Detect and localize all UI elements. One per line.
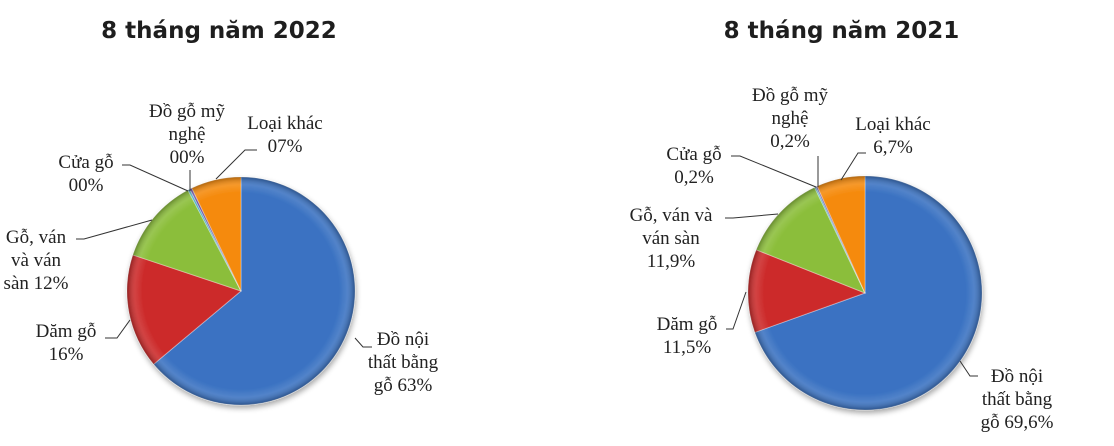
leader-lines: [725, 152, 978, 377]
label-wood-chips: Dăm gỗ 11,5%: [656, 314, 718, 358]
pie-bevel-shading: [127, 177, 355, 405]
label-handicraft: Đồ gỗ mỹ nghệ 00%: [149, 101, 225, 168]
chart-title: 8 tháng năm 2021: [723, 18, 960, 44]
label-wood-chips: Dăm gỗ 16%: [35, 321, 97, 365]
label-furniture: Đồ nội thất bằng gỗ 69,6%: [980, 366, 1054, 433]
pie-slices: [126, 176, 356, 406]
label-wood-doors: Cửa gỗ 00%: [58, 152, 114, 196]
pie-chart-2022: 8 tháng năm 2022 Đồ nội thất bằng gỗ 63%…: [3, 18, 439, 406]
label-furniture: Đồ nội thất bằng gỗ 63%: [367, 329, 439, 396]
pie-graphic: [725, 152, 983, 411]
label-handicraft: Đồ gỗ mỹ nghệ 0,2%: [752, 85, 828, 152]
label-other: Loại khác 6,7%: [855, 114, 931, 158]
pie-bevel-shading: [748, 176, 982, 410]
pie-graphic: [76, 149, 372, 406]
pie-chart-2021: 8 tháng năm 2021 Đồ nội thất bằng gỗ 69,…: [557, 0, 1114, 446]
label-wood-panels: Gỗ, ván và ván sàn 12%: [3, 227, 69, 294]
label-wood-doors: Cửa gỗ 0,2%: [666, 144, 722, 188]
label-other: Loại khác 07%: [247, 113, 323, 157]
pie-slices: [747, 175, 983, 411]
label-wood-panels: Gỗ, ván và ván sàn 11,9%: [629, 205, 713, 272]
chart-title: 8 tháng năm 2022: [101, 18, 337, 44]
leader-lines: [76, 149, 372, 348]
